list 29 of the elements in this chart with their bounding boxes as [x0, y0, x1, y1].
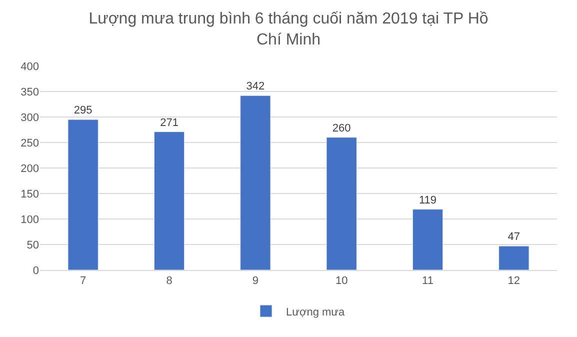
y-tick-label: 250	[20, 137, 39, 150]
y-tick-label: 200	[20, 162, 39, 175]
y-tick-label: 150	[20, 188, 39, 200]
data-label: 47	[508, 231, 520, 244]
y-tick-label: 300	[20, 112, 39, 124]
bar	[154, 132, 185, 270]
data-label: 271	[160, 116, 178, 129]
bar	[68, 119, 98, 270]
data-label: 119	[418, 194, 437, 206]
x-tick-label: 10	[335, 275, 348, 288]
y-tick-label: 350	[20, 86, 39, 98]
x-tick-label: 11	[422, 275, 434, 288]
bar	[498, 246, 530, 270]
x-tick-label: 7	[80, 275, 86, 288]
data-label: 260	[332, 122, 351, 134]
data-label: 342	[246, 80, 265, 93]
y-tick-label: 0	[32, 264, 39, 277]
y-tick-label: 50	[26, 239, 39, 252]
y-tick-label: 100	[20, 214, 39, 226]
legend-label: Lượng mưa	[286, 306, 346, 318]
y-tick-label: 400	[20, 60, 39, 73]
x-tick-label: 9	[252, 275, 258, 288]
bar	[326, 137, 357, 270]
x-tick-label: 12	[508, 275, 520, 288]
chart-title: Lượng mưa trung bình 6 tháng cuối năm 2019 tại TP Hồ Chí Minh	[88, 10, 488, 48]
bar	[412, 209, 444, 270]
data-label: 295	[74, 104, 92, 117]
bar	[240, 95, 271, 270]
x-tick-label: 8	[166, 275, 172, 288]
